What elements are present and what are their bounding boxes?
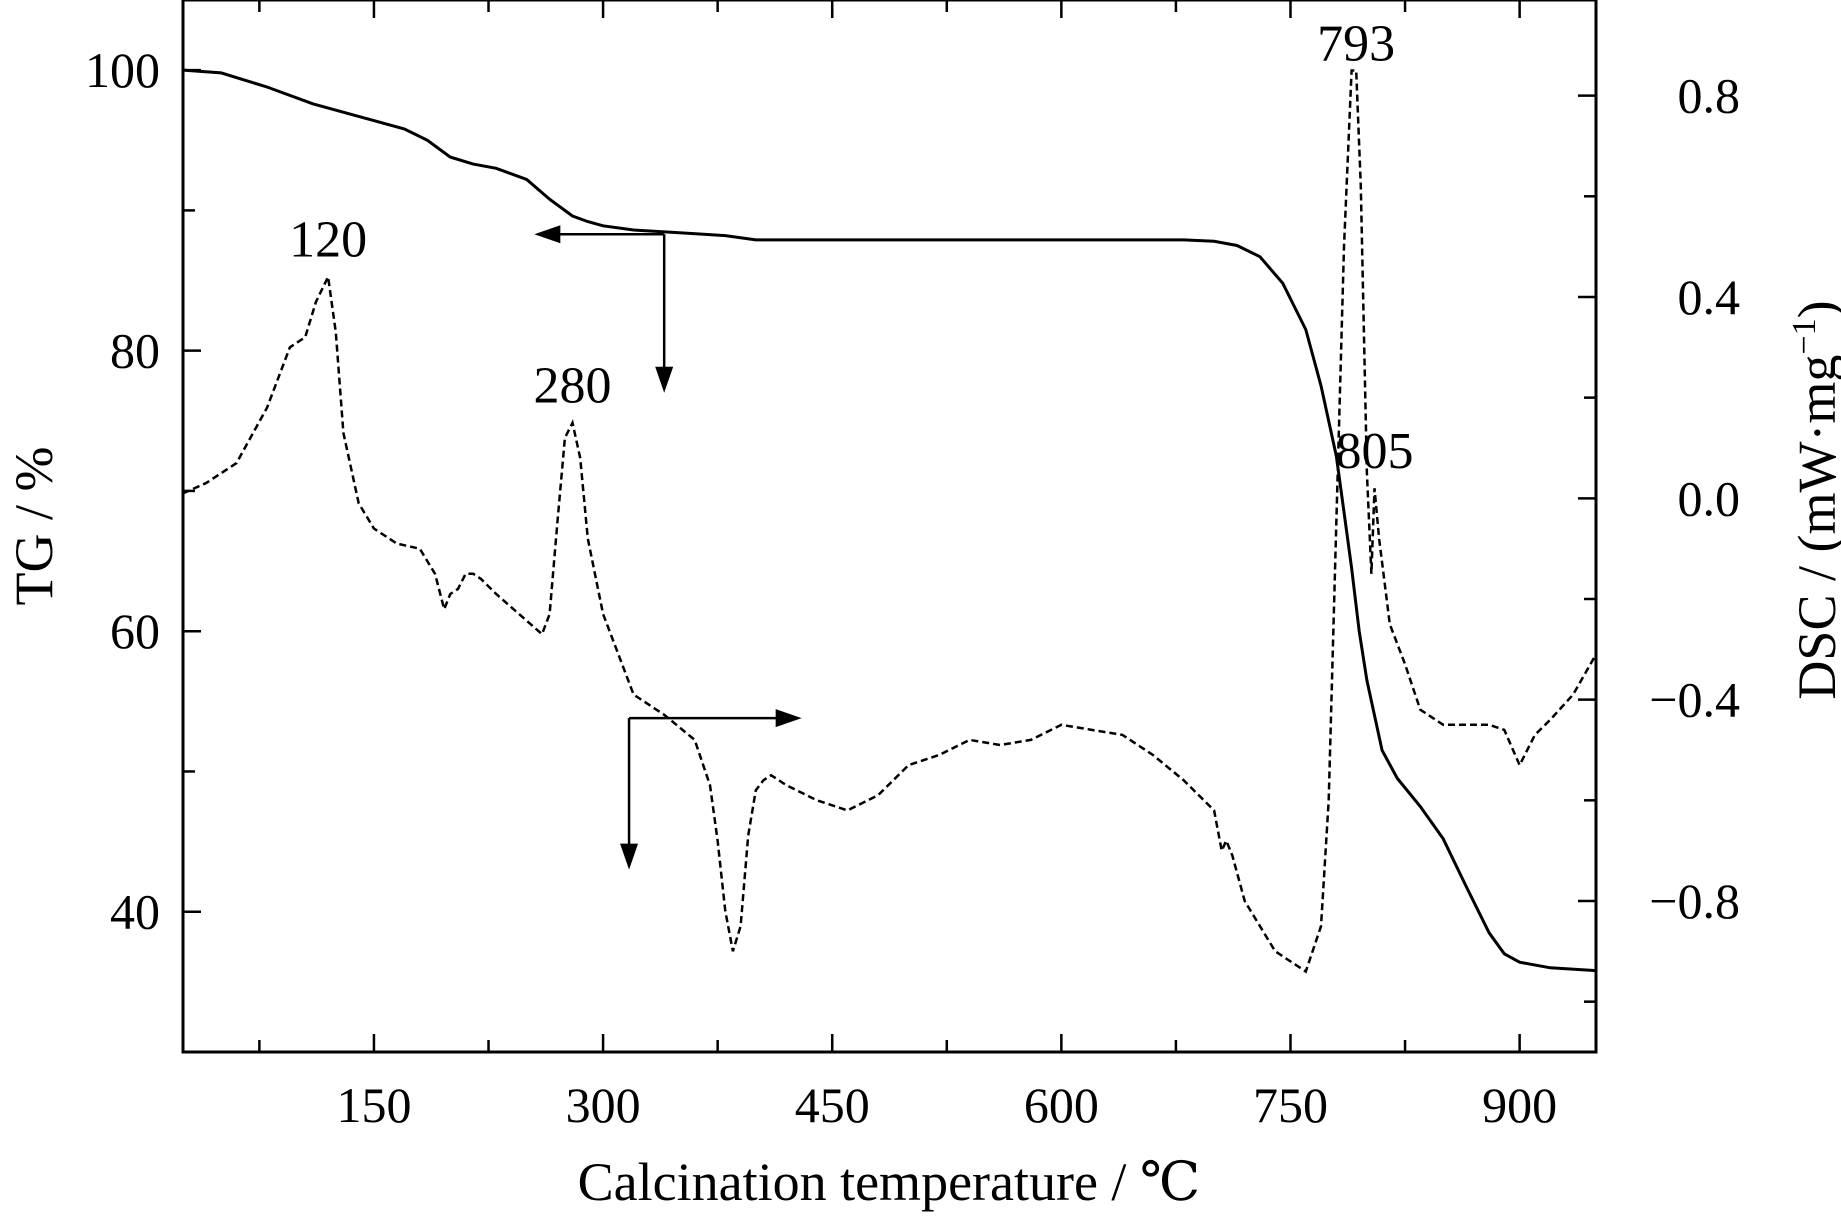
y-tick-label: 60 <box>110 603 160 659</box>
peak-label-793: 793 <box>1317 15 1395 72</box>
peak-annotations: 120 280 793 805 <box>289 15 1413 480</box>
y2-axis-title-sup: −1 <box>1786 318 1823 354</box>
y-tick-labels: 40 60 80 100 <box>85 42 160 940</box>
arrow-head <box>775 709 802 728</box>
x-tick-label: 450 <box>795 1077 870 1133</box>
y2-tick-label: 0.4 <box>1678 269 1741 325</box>
y2-tick-label: 0.8 <box>1678 68 1741 124</box>
y2-tick-label: 0.0 <box>1678 470 1741 526</box>
y2-tick-labels: −0.8 −0.4 0.0 0.4 0.8 <box>1649 68 1740 929</box>
axis-arrows <box>534 225 802 870</box>
tg-series-line <box>182 68 1597 973</box>
dsc-series-line <box>182 69 1598 974</box>
x-tick-label: 300 <box>566 1077 641 1133</box>
arrow-head <box>534 225 561 244</box>
x-tick-label: 750 <box>1253 1077 1328 1133</box>
y2-axis-title-main: DSC / (mW·mg <box>1787 355 1841 700</box>
arrow-head <box>620 843 639 870</box>
y-tick-label: 40 <box>110 884 160 940</box>
y-axis-title: TG / % <box>4 447 64 606</box>
y-tick-label: 100 <box>85 42 160 98</box>
y2-axis-title: DSC / (mW·mg−1) <box>1786 300 1841 699</box>
arrow-head <box>655 366 674 393</box>
plot-frame <box>181 0 1598 1054</box>
x-tick-label: 150 <box>336 1077 411 1133</box>
peak-label-805: 805 <box>1336 423 1414 480</box>
y-tick-label: 80 <box>110 323 160 379</box>
y2-tick-label: −0.4 <box>1649 672 1740 728</box>
y2-tick-label: −0.8 <box>1649 873 1740 929</box>
x-axis-title: Calcination temperature / ℃ <box>578 1152 1201 1212</box>
peak-label-280: 280 <box>534 358 612 415</box>
x-tick-label: 600 <box>1024 1077 1099 1133</box>
y2-axis-title-close: ) <box>1787 300 1841 318</box>
axis-ticks <box>183 0 1596 1052</box>
x-tick-label: 900 <box>1482 1077 1557 1133</box>
peak-label-120: 120 <box>289 212 367 269</box>
x-tick-labels: 150 300 450 600 750 900 <box>336 1077 1557 1133</box>
